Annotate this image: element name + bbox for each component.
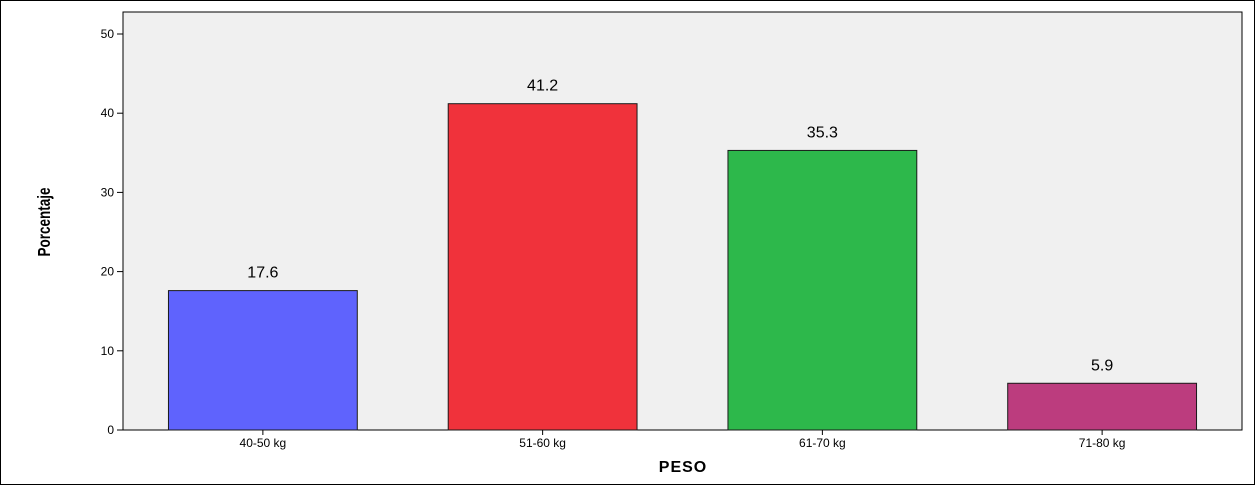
bars: 17.6 41.2 35.3 5.9 bbox=[167, 78, 1198, 431]
bar-40-50-kg bbox=[167, 290, 358, 431]
y-axis: 0 10 20 30 40 50 bbox=[101, 27, 123, 437]
x-axis: 40-50 kg 51-60 kg 61-70 kg 71-80 kg bbox=[240, 430, 1126, 450]
y-tick-label: 40 bbox=[101, 106, 115, 120]
bar-value-label: 35.3 bbox=[807, 124, 838, 141]
y-tick-label: 50 bbox=[101, 27, 115, 41]
y-axis-title: Porcentaje bbox=[35, 187, 54, 256]
bar-61-70-kg bbox=[727, 149, 918, 431]
x-tick-label: 61-70 kg bbox=[799, 436, 846, 450]
bar-value-label: 41.2 bbox=[527, 78, 558, 95]
bar-71-80-kg bbox=[1007, 382, 1198, 431]
x-tick-label: 40-50 kg bbox=[240, 436, 287, 450]
y-tick-label: 0 bbox=[107, 423, 114, 437]
bar-value-label: 17.6 bbox=[247, 265, 278, 282]
x-tick-label: 51-60 kg bbox=[519, 436, 566, 450]
y-tick-label: 30 bbox=[101, 185, 115, 199]
x-axis-title: PESO bbox=[659, 459, 707, 476]
bar-value-label: 5.9 bbox=[1091, 357, 1113, 374]
bar-51-60-kg bbox=[447, 103, 638, 431]
y-tick-label: 10 bbox=[101, 344, 115, 358]
x-tick-label: 71-80 kg bbox=[1079, 436, 1126, 450]
y-tick-label: 20 bbox=[101, 265, 115, 279]
